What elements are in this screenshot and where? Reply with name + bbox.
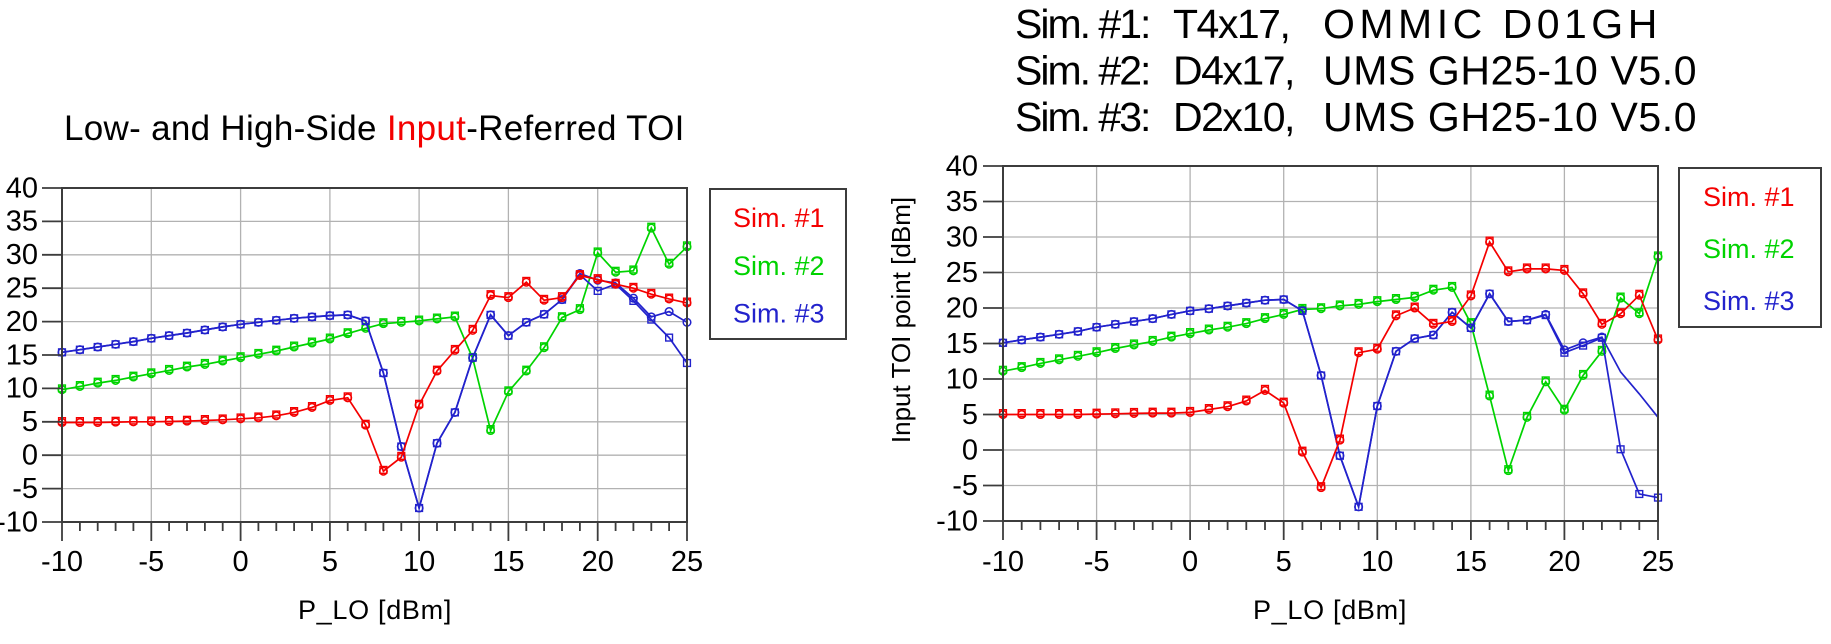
svg-text:25: 25 [1642,546,1674,578]
svg-text:10: 10 [6,373,38,405]
svg-text:10: 10 [403,546,435,578]
svg-text:Sim. #2: Sim. #2 [1703,234,1795,264]
svg-text:OMMIC D01GH: OMMIC D01GH [1323,1,1662,47]
svg-text:25: 25 [671,546,703,578]
svg-text:Sim. #2: Sim. #2 [733,251,825,281]
svg-text:10: 10 [1361,546,1393,578]
svg-text:Sim. #1: Sim. #1 [733,203,825,233]
svg-text:T4x17,: T4x17, [1173,1,1289,47]
svg-text:5: 5 [22,406,38,438]
svg-text:20: 20 [1548,546,1580,578]
svg-text:20: 20 [582,546,614,578]
svg-text:0: 0 [22,440,38,472]
svg-text:10: 10 [946,363,978,395]
svg-text:UMS GH25-10 V5.0: UMS GH25-10 V5.0 [1323,94,1697,140]
svg-text:Input TOI point [dBm]: Input TOI point [dBm] [886,197,916,443]
svg-text:0: 0 [962,434,978,466]
svg-text:UMS GH25-10 V5.0: UMS GH25-10 V5.0 [1323,48,1697,94]
svg-text:15: 15 [6,339,38,371]
svg-text:-5: -5 [138,546,164,578]
svg-text:15: 15 [946,328,978,360]
svg-text:20: 20 [946,292,978,324]
svg-text:35: 35 [946,186,978,218]
svg-text:15: 15 [1455,546,1487,578]
svg-text:Sim. #3: Sim. #3 [1703,286,1795,316]
svg-text:-5: -5 [952,470,978,502]
svg-text:Sim. #2:: Sim. #2: [1015,48,1149,94]
svg-text:Sim. #1:: Sim. #1: [1015,1,1149,47]
svg-text:30: 30 [946,221,978,253]
svg-text:15: 15 [492,546,524,578]
svg-text:0: 0 [1182,546,1198,578]
svg-text:35: 35 [6,206,38,238]
svg-text:D2x10,: D2x10, [1173,94,1294,140]
svg-text:20: 20 [6,306,38,338]
svg-text:40: 40 [6,172,38,204]
svg-text:P_LO [dBm]: P_LO [dBm] [1253,595,1407,625]
svg-text:40: 40 [946,150,978,182]
svg-text:Sim. #3: Sim. #3 [733,299,825,329]
svg-text:Sim. #1: Sim. #1 [1703,182,1795,212]
svg-text:Sim. #3:: Sim. #3: [1015,94,1149,140]
svg-text:5: 5 [962,399,978,431]
svg-text:25: 25 [946,257,978,289]
svg-text:25: 25 [6,273,38,305]
svg-text:D4x17,: D4x17, [1173,48,1294,94]
svg-text:-5: -5 [12,473,38,505]
svg-text:-5: -5 [1084,546,1110,578]
svg-text:-10: -10 [936,505,978,537]
svg-text:-10: -10 [41,546,83,578]
svg-text:30: 30 [6,239,38,271]
svg-text:5: 5 [1276,546,1292,578]
svg-text:-10: -10 [0,506,38,538]
svg-text:P_LO [dBm]: P_LO [dBm] [298,595,452,625]
svg-text:Low- and High-Side Input-Refer: Low- and High-Side Input-Referred TOI [64,109,685,148]
svg-text:5: 5 [322,546,338,578]
svg-text:-10: -10 [982,546,1024,578]
svg-text:0: 0 [233,546,249,578]
